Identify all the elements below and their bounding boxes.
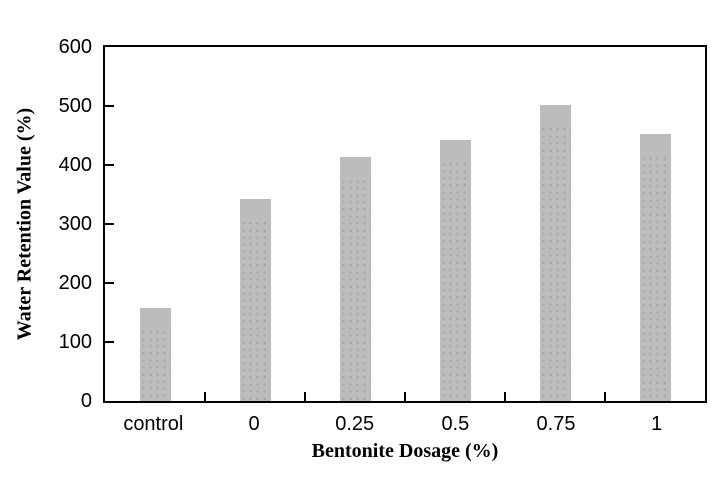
bar-top-cap — [439, 140, 471, 163]
bar-0 — [239, 198, 271, 401]
bar-top-cap — [139, 307, 171, 330]
y-tick-label-100: 100 — [58, 331, 92, 353]
y-tick-label-0: 0 — [80, 390, 92, 412]
bars-container — [105, 47, 705, 401]
bar-cell-0.5 — [405, 47, 505, 401]
bar-cell-0.75 — [505, 47, 605, 401]
x-axis-title: Bentonite Dosage (%) — [311, 440, 499, 462]
y-axis-tick — [105, 223, 114, 225]
y-tick-label-600: 600 — [58, 36, 92, 58]
y-axis-tick — [105, 164, 114, 166]
bar-0.25 — [339, 156, 371, 401]
bar-control — [139, 307, 171, 401]
x-tick-label-1: 1 — [651, 413, 663, 435]
y-tick-label-400: 400 — [58, 154, 92, 176]
bar-top-cap — [339, 156, 371, 179]
bar-top-cap — [539, 105, 571, 128]
plot-area — [103, 45, 707, 403]
x-axis-tick — [304, 392, 306, 401]
bar-cell-0 — [205, 47, 305, 401]
y-axis-tick — [105, 105, 114, 107]
bar-top-cap — [639, 133, 671, 156]
bar-cell-1 — [605, 47, 705, 401]
x-tick-label-0: 0 — [248, 413, 260, 435]
y-axis-tick — [105, 341, 114, 343]
bar-cell-0.25 — [305, 47, 405, 401]
y-tick-label-300: 300 — [58, 213, 92, 235]
x-tick-label-0.25: 0.25 — [335, 413, 375, 435]
y-tick-label-200: 200 — [58, 272, 92, 294]
y-axis-tick-labels: 0 100 200 300 400 500 600 — [0, 37, 92, 411]
bar-1 — [639, 133, 671, 401]
y-axis-tick — [105, 282, 114, 284]
x-axis-tick — [504, 392, 506, 401]
x-tick-label-0.5: 0.5 — [441, 413, 470, 435]
bar-top-cap — [239, 198, 271, 221]
x-axis-tick — [204, 392, 206, 401]
x-axis-tick-labels: control 0 0.25 0.5 0.75 1 — [103, 412, 707, 436]
x-axis-tick — [604, 392, 606, 401]
bar-0.75 — [539, 105, 571, 401]
x-tick-label-control: control — [123, 413, 184, 435]
x-axis-tick — [404, 392, 406, 401]
x-tick-label-0.75: 0.75 — [536, 413, 576, 435]
bar-0.5 — [439, 140, 471, 401]
bar-cell-control — [105, 47, 205, 401]
y-tick-label-500: 500 — [58, 95, 92, 117]
